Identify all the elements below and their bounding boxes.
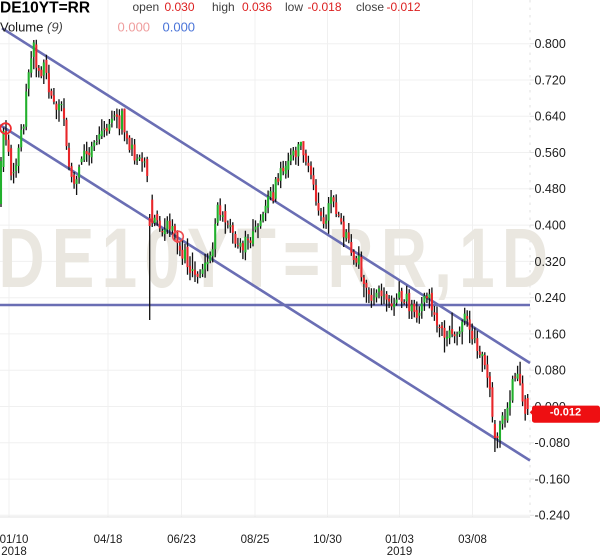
svg-text:DE10YT=RR: DE10YT=RR <box>0 0 90 17</box>
svg-text:0.640: 0.640 <box>535 110 566 124</box>
svg-text:high: high <box>212 0 235 14</box>
svg-text:06/23: 06/23 <box>167 534 196 546</box>
svg-text:0.080: 0.080 <box>535 364 566 378</box>
svg-text:0.160: 0.160 <box>535 327 566 341</box>
svg-text:01/03: 01/03 <box>385 534 414 546</box>
svg-text:0.800: 0.800 <box>535 37 566 51</box>
svg-text:2018: 2018 <box>1 546 27 558</box>
svg-text:0.240: 0.240 <box>535 291 566 305</box>
svg-text:03/08: 03/08 <box>458 534 487 546</box>
svg-text:DE10YT=RR,1D: DE10YT=RR,1D <box>0 210 555 305</box>
svg-text:01/10: 01/10 <box>0 534 28 546</box>
svg-text:0.560: 0.560 <box>535 146 566 160</box>
svg-text:0.000: 0.000 <box>163 20 196 35</box>
svg-text:0.480: 0.480 <box>535 182 566 196</box>
svg-text:10/30: 10/30 <box>313 534 342 546</box>
svg-text:0.000: 0.000 <box>118 20 151 35</box>
svg-text:0.400: 0.400 <box>535 219 566 233</box>
svg-text:open: open <box>133 0 160 14</box>
svg-text:Volume (9): Volume (9) <box>0 20 63 35</box>
svg-text:-0.160: -0.160 <box>535 473 570 487</box>
svg-text:-0.012: -0.012 <box>387 0 421 14</box>
svg-text:-0.080: -0.080 <box>535 436 570 450</box>
svg-text:08/25: 08/25 <box>241 534 270 546</box>
svg-text:04/18: 04/18 <box>94 534 123 546</box>
svg-text:-0.018: -0.018 <box>308 0 342 14</box>
svg-text:-0.240: -0.240 <box>535 509 570 523</box>
svg-text:0.036: 0.036 <box>242 0 272 14</box>
svg-text:0.030: 0.030 <box>165 0 195 14</box>
svg-text:-0.012: -0.012 <box>550 407 581 419</box>
svg-text:0.320: 0.320 <box>535 255 566 269</box>
svg-text:low: low <box>285 0 303 14</box>
svg-text:0.720: 0.720 <box>535 73 566 87</box>
svg-text:2019: 2019 <box>387 546 413 558</box>
svg-text:close: close <box>356 0 384 14</box>
